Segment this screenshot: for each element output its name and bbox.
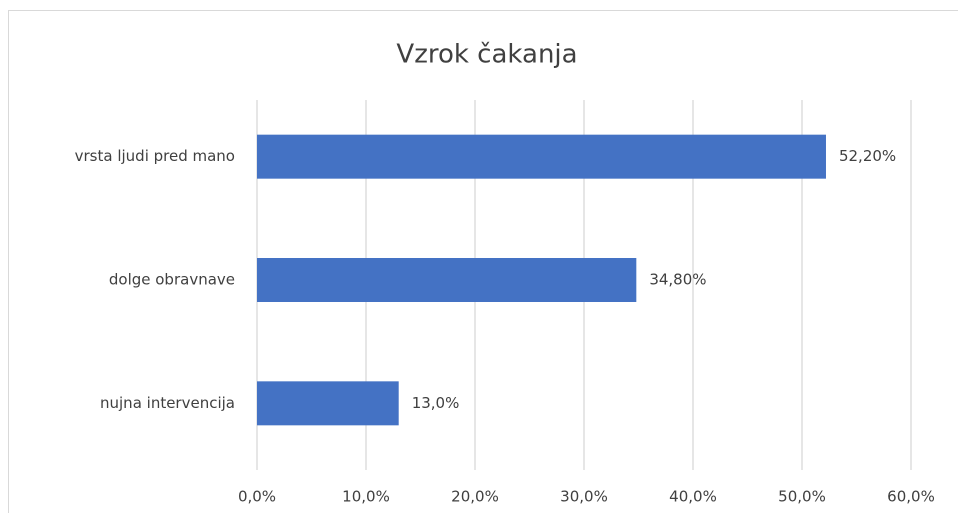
x-tick-label: 50,0% — [778, 488, 826, 506]
y-tick-label: vrsta ljudi pred mano — [75, 147, 235, 165]
chart-title: Vzrok čakanja — [396, 40, 577, 70]
bar — [257, 258, 637, 302]
y-tick-label: dolge obravnave — [109, 271, 235, 289]
x-tick-label: 0,0% — [238, 488, 276, 506]
bar — [257, 381, 399, 426]
bar — [257, 134, 826, 179]
x-tick-label: 30,0% — [560, 488, 608, 506]
x-tick-label: 60,0% — [887, 488, 935, 506]
data-label: 34,80% — [649, 271, 706, 289]
x-tick-label: 40,0% — [669, 488, 717, 506]
x-tick-label: 10,0% — [342, 488, 390, 506]
data-label: 13,0% — [412, 394, 460, 412]
x-tick-label: 20,0% — [451, 488, 499, 506]
y-tick-label: nujna intervencija — [100, 394, 235, 412]
data-label: 52,20% — [839, 147, 896, 165]
